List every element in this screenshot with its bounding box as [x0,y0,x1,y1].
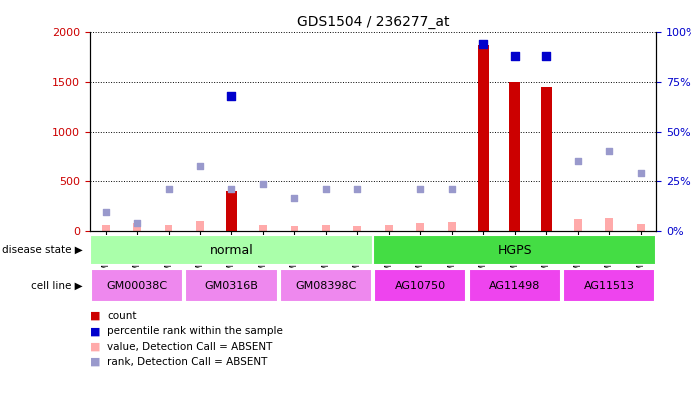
Text: cell line ▶: cell line ▶ [31,281,83,290]
Bar [373,235,656,265]
Point [604,148,615,155]
Point [509,53,520,60]
Title: GDS1504 / 236277_at: GDS1504 / 236277_at [297,15,449,29]
Point [163,186,174,192]
Point [541,53,552,60]
Bar [385,225,392,231]
Point [415,186,426,192]
Bar [542,225,550,231]
Point [194,163,205,170]
Text: ■: ■ [90,311,100,321]
Bar [91,269,183,302]
Point [226,186,237,192]
Bar [102,226,109,231]
Bar [417,223,424,231]
Bar [164,226,173,231]
Text: AG10750: AG10750 [395,281,446,290]
Text: percentile rank within the sample: percentile rank within the sample [107,326,283,336]
Bar [563,269,655,302]
Bar [480,226,487,231]
Bar [185,269,278,302]
Point [635,170,646,177]
Bar [259,225,267,231]
Text: GM00038C: GM00038C [106,281,168,290]
Text: AG11498: AG11498 [489,281,540,290]
Bar [133,223,141,231]
Point [100,209,111,215]
Point [352,186,363,192]
Point [258,181,269,188]
Bar [226,191,237,231]
Bar [354,226,361,231]
Bar [541,87,552,231]
Text: HGPS: HGPS [498,243,532,257]
Text: normal: normal [209,243,254,257]
Bar [290,226,299,231]
Bar [375,269,466,302]
Bar [227,226,236,231]
Point [131,220,142,226]
Text: rank, Detection Call = ABSENT: rank, Detection Call = ABSENT [107,357,267,367]
Bar [477,45,489,231]
Bar [605,218,613,231]
Point [226,93,237,99]
Text: ■: ■ [90,326,100,336]
Bar [322,226,330,231]
Bar [511,226,519,231]
Text: count: count [107,311,137,321]
Text: ■: ■ [90,357,100,367]
Point [446,186,457,192]
Text: AG11513: AG11513 [584,281,635,290]
Bar [196,221,204,231]
Bar [574,219,582,231]
Bar [280,269,372,302]
Text: GM08398C: GM08398C [295,281,357,290]
Text: ■: ■ [90,342,100,352]
Text: disease state ▶: disease state ▶ [2,245,83,255]
Point [572,158,583,165]
Bar [90,235,373,265]
Bar [509,82,520,231]
Point [289,195,300,201]
Bar [637,224,645,231]
Text: value, Detection Call = ABSENT: value, Detection Call = ABSENT [107,342,272,352]
Text: GM0316B: GM0316B [205,281,258,290]
Bar [448,222,456,231]
Point [321,186,332,192]
Point [477,41,489,47]
Bar [468,269,561,302]
